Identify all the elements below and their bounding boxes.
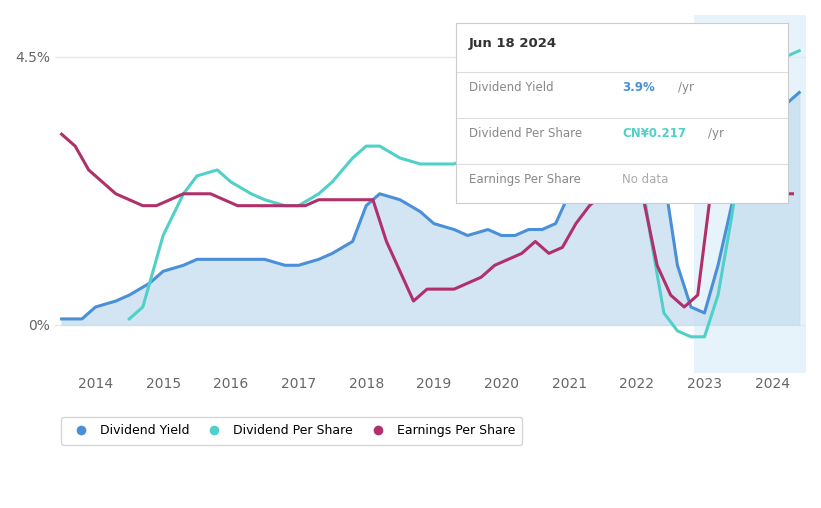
Legend: Dividend Yield, Dividend Per Share, Earnings Per Share: Dividend Yield, Dividend Per Share, Earn… (61, 417, 522, 445)
Text: /yr: /yr (678, 81, 695, 93)
Text: Dividend Per Share: Dividend Per Share (469, 128, 582, 140)
Text: Earnings Per Share: Earnings Per Share (469, 173, 580, 185)
Text: No data: No data (622, 173, 668, 185)
Text: 3.9%: 3.9% (622, 81, 654, 93)
Bar (695, 15, 806, 372)
Text: Dividend Yield: Dividend Yield (469, 81, 553, 93)
Text: Past: Past (698, 36, 724, 49)
Text: /yr: /yr (709, 128, 724, 140)
Text: CN¥0.217: CN¥0.217 (622, 128, 686, 140)
Text: Jun 18 2024: Jun 18 2024 (469, 37, 557, 50)
